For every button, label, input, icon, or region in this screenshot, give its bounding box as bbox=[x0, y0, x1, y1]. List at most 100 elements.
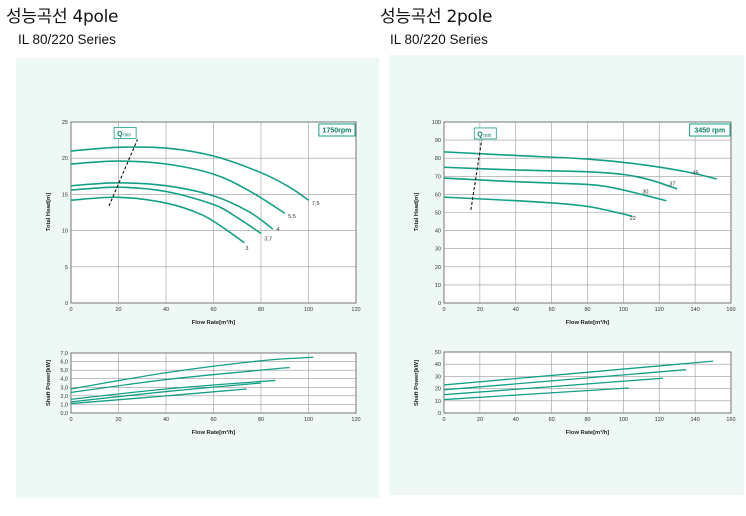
curve-label: 4 bbox=[276, 227, 279, 233]
x-axis-label: Flow Rate[m³/h] bbox=[566, 429, 610, 436]
x-tick-label: 60 bbox=[210, 307, 216, 313]
x-tick-label: 40 bbox=[513, 307, 519, 313]
series-line-30 bbox=[443, 377, 663, 396]
series-line-22 bbox=[443, 387, 629, 401]
series-line-37 bbox=[443, 369, 687, 391]
rpm-badge bbox=[318, 123, 356, 137]
x-tick-label: 20 bbox=[115, 417, 121, 423]
y-tick-label: 100 bbox=[432, 120, 441, 126]
x-tick-label: 160 bbox=[726, 307, 735, 313]
series-line-4 bbox=[70, 379, 276, 400]
x-tick-label: 60 bbox=[549, 307, 555, 313]
y-tick-label: 0 bbox=[438, 411, 441, 417]
right-subtitle: IL 80/220 Series bbox=[390, 32, 488, 47]
x-tick-label: 160 bbox=[726, 417, 735, 423]
qmin-line bbox=[470, 140, 483, 210]
x-axis-label: Flow Rate[m³/h] bbox=[192, 429, 236, 436]
right-title: 성능곡선 2pole bbox=[380, 7, 493, 27]
y-tick-label: 3,0 bbox=[60, 385, 68, 391]
series-line-22 bbox=[443, 196, 633, 217]
x-tick-label: 80 bbox=[258, 417, 264, 423]
curve-label: 30 bbox=[642, 190, 648, 196]
qmin-sub-label: min bbox=[123, 132, 131, 138]
y-tick-label: 40 bbox=[435, 229, 441, 235]
y-tick-label: 50 bbox=[435, 350, 441, 356]
x-tick-label: 0 bbox=[69, 417, 72, 423]
y-axis-label: Total Head[m] bbox=[46, 193, 52, 231]
x-tick-label: 0 bbox=[442, 417, 445, 423]
y-tick-label: 0,0 bbox=[60, 411, 68, 417]
qmin-badge bbox=[113, 127, 137, 139]
rpm-badge bbox=[689, 123, 731, 137]
x-tick-label: 100 bbox=[619, 417, 628, 423]
y-tick-label: 90 bbox=[435, 138, 441, 144]
x-tick-label: 0 bbox=[442, 307, 445, 313]
y-tick-label: 7,0 bbox=[60, 351, 68, 357]
y-tick-label: 2,0 bbox=[60, 394, 68, 400]
qmin-label: Q bbox=[117, 131, 123, 138]
x-tick-label: 120 bbox=[655, 417, 664, 423]
y-tick-label: 20 bbox=[435, 265, 441, 271]
y-tick-label: 0 bbox=[65, 301, 68, 307]
y-tick-label: 10 bbox=[435, 399, 441, 405]
qmin-badge bbox=[473, 127, 497, 140]
x-tick-label: 40 bbox=[513, 417, 519, 423]
series-line-3-7 bbox=[70, 382, 262, 403]
series-line-37 bbox=[443, 166, 678, 190]
x-tick-label: 100 bbox=[619, 307, 628, 313]
y-tick-label: 60 bbox=[435, 192, 441, 198]
x-tick-label: 80 bbox=[258, 307, 264, 313]
y-tick-label: 5,0 bbox=[60, 368, 68, 374]
x-tick-label: 60 bbox=[210, 417, 216, 423]
qmin-line bbox=[108, 139, 139, 207]
y-axis-label: Shaft Power[kW] bbox=[46, 360, 52, 406]
series-line-5-5 bbox=[70, 160, 286, 214]
qmin-sub-label: min bbox=[483, 133, 491, 139]
y-tick-label: 50 bbox=[435, 211, 441, 217]
x-tick-label: 40 bbox=[163, 417, 169, 423]
x-tick-label: 100 bbox=[304, 417, 313, 423]
y-tick-label: 30 bbox=[435, 374, 441, 380]
y-tick-label: 4,0 bbox=[60, 377, 68, 383]
qmin-label: Q bbox=[477, 131, 483, 138]
curve-label: 7,5 bbox=[312, 201, 320, 207]
rpm-label: 1750rpm bbox=[323, 128, 352, 135]
left-subtitle: IL 80/220 Series bbox=[18, 32, 116, 47]
y-tick-label: 5 bbox=[65, 265, 68, 271]
rpm-label: 3450 rpm bbox=[694, 128, 725, 135]
series-line-4 bbox=[70, 182, 274, 230]
x-tick-label: 120 bbox=[655, 307, 664, 313]
series-line-45 bbox=[443, 151, 717, 180]
x-tick-label: 100 bbox=[304, 307, 313, 313]
x-axis-label: Flow Rate[m³/h] bbox=[566, 319, 610, 326]
y-axis-label: Shaft Power[kW] bbox=[414, 360, 420, 406]
y-tick-label: 20 bbox=[62, 156, 68, 162]
series-line-3 bbox=[70, 388, 247, 405]
curve-label: 45 bbox=[693, 171, 699, 177]
y-tick-label: 15 bbox=[62, 192, 68, 198]
x-tick-label: 0 bbox=[69, 307, 72, 313]
x-tick-label: 40 bbox=[163, 307, 169, 313]
series-line-5-5 bbox=[70, 366, 290, 394]
curve-label: 3,7 bbox=[264, 237, 272, 243]
y-tick-label: 80 bbox=[435, 156, 441, 162]
x-tick-label: 20 bbox=[477, 307, 483, 313]
curve-label: 37 bbox=[669, 182, 675, 188]
series-line-7-5 bbox=[70, 356, 314, 390]
x-tick-label: 120 bbox=[351, 307, 360, 313]
series-line-3 bbox=[70, 196, 245, 244]
y-tick-label: 25 bbox=[62, 120, 68, 126]
y-tick-label: 70 bbox=[435, 174, 441, 180]
y-tick-label: 30 bbox=[435, 247, 441, 253]
x-tick-label: 120 bbox=[351, 417, 360, 423]
x-tick-label: 60 bbox=[549, 417, 555, 423]
left-title: 성능곡선 4pole bbox=[6, 7, 119, 27]
curve-label: 22 bbox=[630, 216, 636, 222]
x-axis-label: Flow Rate[m³/h] bbox=[192, 319, 236, 326]
x-tick-label: 80 bbox=[584, 417, 590, 423]
y-tick-label: 1,0 bbox=[60, 402, 68, 408]
series-line-30 bbox=[443, 177, 667, 202]
